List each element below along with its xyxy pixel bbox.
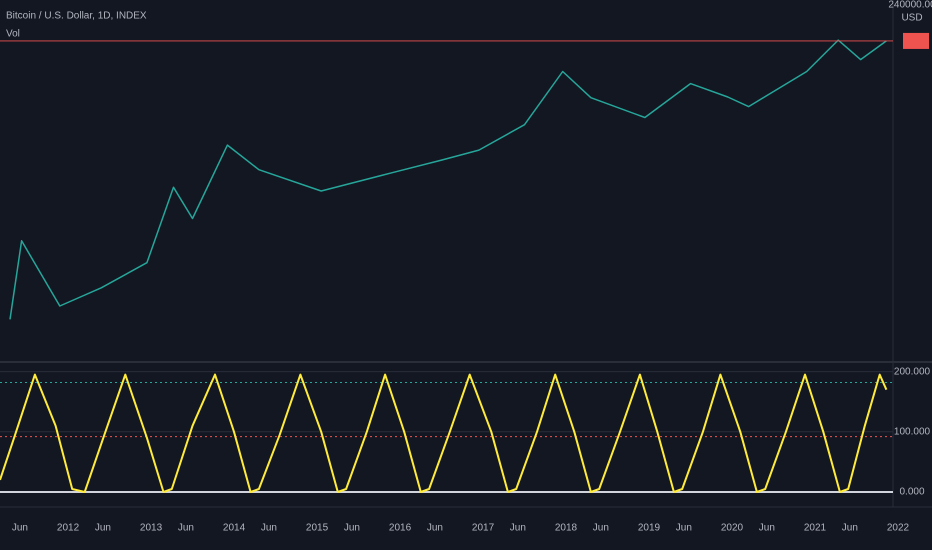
currency: USD — [901, 13, 922, 24]
x-tick-label: 2012 — [57, 523, 80, 534]
x-tick-label: 2014 — [223, 523, 246, 534]
x-tick-label: Jun — [842, 523, 858, 534]
x-tick-label: 2020 — [721, 523, 744, 534]
y-tick-label: 0.000 — [899, 487, 924, 498]
x-tick-label: 2021 — [804, 523, 827, 534]
x-tick-label: 2022 — [887, 523, 910, 534]
x-tick-label: 2019 — [638, 523, 661, 534]
x-tick-label: 2018 — [555, 523, 578, 534]
x-tick-label: Jun — [178, 523, 194, 534]
y-tick-label: 240000.00 — [888, 0, 932, 11]
x-tick-label: Jun — [510, 523, 526, 534]
x-tick-label: 2016 — [389, 523, 412, 534]
y-tick-label: 200.000 — [894, 366, 931, 377]
x-tick-label: Jun — [427, 523, 443, 534]
x-tick-label: Jun — [676, 523, 692, 534]
x-tick-label: Jun — [261, 523, 277, 534]
x-tick-label: 2015 — [306, 523, 329, 534]
series-line — [0, 373, 888, 493]
x-tick-label: Jun — [759, 523, 775, 534]
series-line — [9, 39, 887, 320]
x-tick-label: 2017 — [472, 523, 495, 534]
x-tick-label: Jun — [344, 523, 360, 534]
volume-label: Vol — [6, 29, 20, 40]
y-tick-label: 100.000 — [894, 426, 931, 437]
symbol-title: Bitcoin / U.S. Dollar, 1D, INDEX — [6, 11, 147, 22]
x-tick-label: Jun — [593, 523, 609, 534]
last-price-marker — [903, 32, 929, 49]
x-tick-label: 2013 — [140, 523, 163, 534]
x-tick-label: Jun — [95, 523, 111, 534]
x-tick-label: Jun — [12, 523, 28, 534]
